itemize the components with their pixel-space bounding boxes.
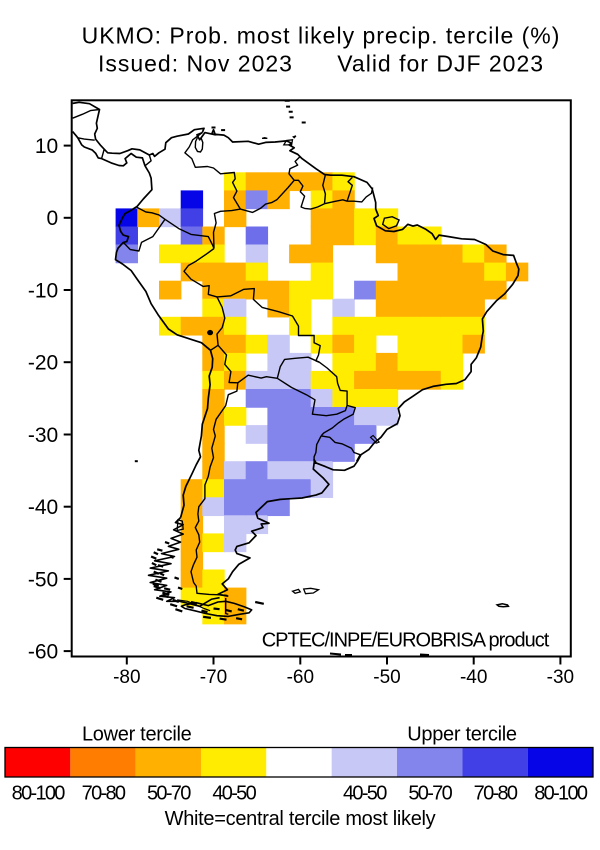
svg-text:-80: -80 <box>113 667 140 688</box>
svg-text:80-100: 80-100 <box>12 783 66 805</box>
svg-text:-50: -50 <box>28 568 58 591</box>
svg-text:50-70: 50-70 <box>147 783 191 805</box>
svg-text:-40: -40 <box>460 667 487 688</box>
svg-text:-50: -50 <box>373 667 400 688</box>
svg-text:40-50: 40-50 <box>212 783 256 805</box>
svg-text:70-80: 70-80 <box>474 783 518 805</box>
svg-text:Lower tercile: Lower tercile <box>82 724 192 746</box>
svg-text:0: 0 <box>47 207 59 230</box>
svg-text:10: 10 <box>35 135 58 158</box>
svg-text:50-70: 50-70 <box>408 783 452 805</box>
svg-text:Upper tercile: Upper tercile <box>407 724 517 746</box>
svg-text:-10: -10 <box>28 279 58 302</box>
svg-text:CPTEC/INPE/EUROBRISA product: CPTEC/INPE/EUROBRISA product <box>262 630 550 652</box>
svg-text:White=central tercile most lik: White=central tercile most likely <box>165 808 436 830</box>
svg-text:40-50: 40-50 <box>343 783 387 805</box>
svg-text:-20: -20 <box>28 352 58 375</box>
svg-text:-30: -30 <box>28 424 58 447</box>
svg-text:-40: -40 <box>28 496 58 519</box>
svg-text:-70: -70 <box>200 667 227 688</box>
svg-text:Issued: Nov 2023 Valid fo: Issued: Nov 2023 Valid for DJF 2023 <box>98 51 544 77</box>
svg-text:-30: -30 <box>547 667 574 688</box>
svg-text:-60: -60 <box>287 667 314 688</box>
svg-text:UKMO: Prob. most likely precip: UKMO: Prob. most likely precip. tercile … <box>82 23 561 49</box>
svg-text:70-80: 70-80 <box>82 783 126 805</box>
svg-text:-60: -60 <box>28 641 58 664</box>
svg-text:80-100: 80-100 <box>534 783 588 805</box>
